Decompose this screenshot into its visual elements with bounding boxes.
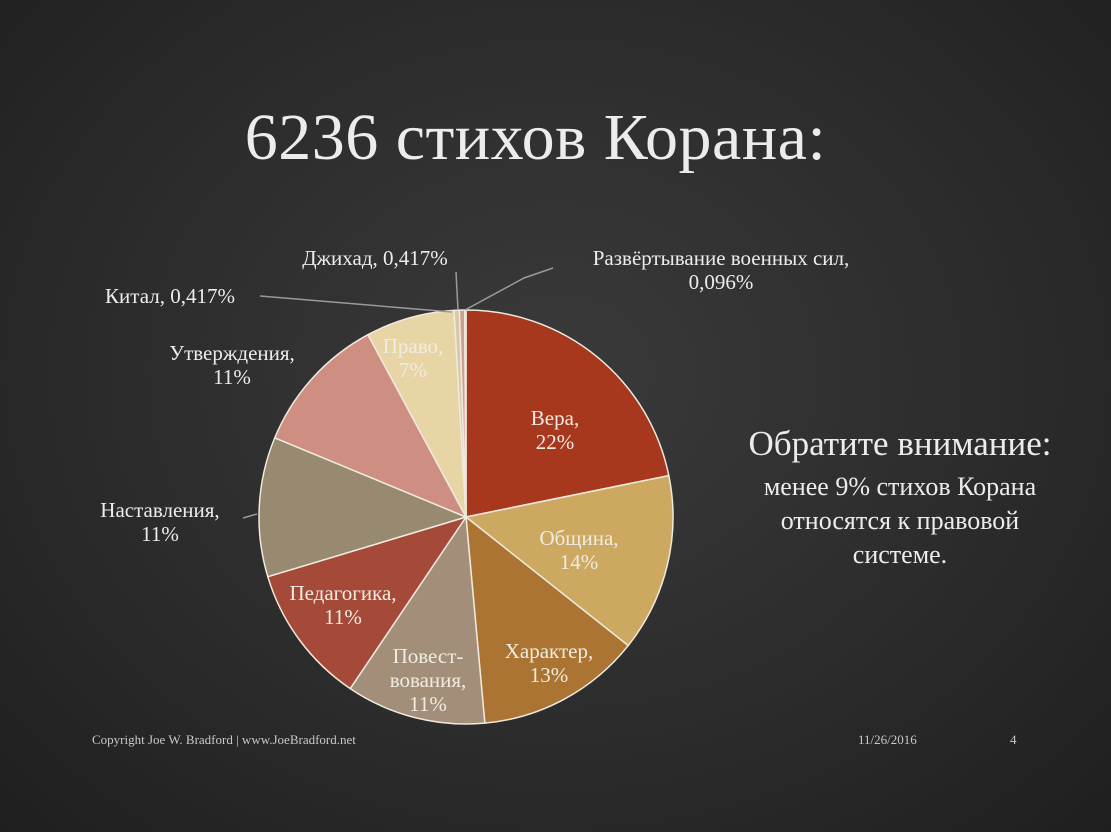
slice-label-4: Педагогика, 11% [289,581,396,629]
leader-line-8 [259,295,453,313]
slice-label-7: Право, 7% [383,334,444,382]
slice-label-8: Китал, 0,417% [105,284,235,308]
pie-slices [258,309,674,725]
pie-slice-0 [465,309,670,518]
pie-slice-1 [464,474,674,647]
pie-slice-2 [465,515,630,724]
slice-label-1: Община, 14% [539,526,618,574]
slice-label-3: Повест-вования, 11% [390,644,467,716]
footer-date: 11/26/2016 [858,732,917,747]
footer-copyright: Copyright Joe W. Bradford | www.JoeBradf… [92,732,356,747]
slice-label-6: Утверждения, 11% [169,341,295,389]
slice-label-2: Характер, 13% [505,639,593,687]
slice-label-10: Развёртывание военных сил, 0,096% [593,246,850,294]
note-heading: Обратите внимание: [748,424,1052,463]
slice-label-9: Джихад, 0,417% [302,246,448,270]
pie-slice-5 [258,436,469,578]
leader-line-5 [242,513,258,519]
footer-page-number: 4 [1010,732,1017,747]
slice-labels: Вера, 22% Община, 14% Характер, 13% Повест-вов… [100,246,849,716]
pie-slice-3 [349,514,486,725]
slide-title: 6236 стихов Корана: [244,101,827,174]
leader-line-9 [455,271,459,311]
pie-slice-6 [273,333,468,519]
note-body: менее 9% стихов Корана относятся к право… [763,472,1037,569]
leader-lines [242,267,554,519]
slice-label-5: Наставления, 11% [100,498,219,546]
pie-slice-4 [266,515,468,690]
slice-label-0: Вера, 22% [531,406,579,454]
leader-line-10 [464,267,554,311]
